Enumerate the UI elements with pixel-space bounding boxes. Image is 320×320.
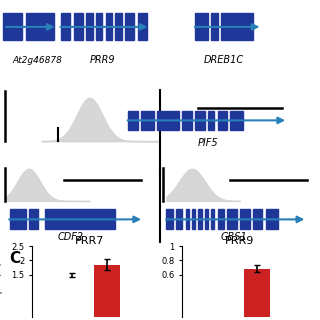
- Text: DREB1C: DREB1C: [204, 54, 244, 65]
- Bar: [211, 209, 214, 229]
- Bar: [94, 265, 120, 317]
- Bar: [253, 209, 262, 229]
- Bar: [227, 209, 237, 229]
- Bar: [230, 111, 243, 130]
- Bar: [192, 209, 195, 229]
- Bar: [195, 111, 205, 130]
- Bar: [205, 209, 208, 229]
- Bar: [26, 13, 54, 40]
- Bar: [244, 269, 270, 317]
- Bar: [182, 111, 192, 130]
- Bar: [218, 111, 227, 130]
- Bar: [115, 13, 122, 40]
- Bar: [208, 111, 214, 130]
- Text: C: C: [10, 251, 21, 266]
- Bar: [125, 13, 134, 40]
- Bar: [166, 209, 173, 229]
- Bar: [198, 209, 202, 229]
- Bar: [221, 13, 253, 40]
- Bar: [211, 13, 218, 40]
- Bar: [141, 111, 154, 130]
- Bar: [157, 111, 179, 130]
- Bar: [61, 13, 70, 40]
- Bar: [176, 209, 182, 229]
- Bar: [186, 209, 189, 229]
- Text: PRR9: PRR9: [90, 54, 115, 65]
- Bar: [106, 13, 112, 40]
- Bar: [74, 13, 83, 40]
- Text: At2g46878: At2g46878: [13, 55, 63, 65]
- Bar: [128, 111, 138, 130]
- Bar: [3, 13, 22, 40]
- Bar: [96, 13, 102, 40]
- Title: PRR9: PRR9: [225, 236, 255, 246]
- Bar: [29, 209, 38, 229]
- Bar: [218, 209, 224, 229]
- Bar: [10, 209, 26, 229]
- Title: PRR7: PRR7: [75, 236, 104, 246]
- Text: PIF5: PIF5: [198, 138, 218, 148]
- Text: GBS1: GBS1: [220, 232, 247, 242]
- Bar: [266, 209, 278, 229]
- Bar: [240, 209, 250, 229]
- Y-axis label: Input (%): Input (%): [0, 262, 3, 301]
- Bar: [86, 13, 93, 40]
- Bar: [138, 13, 147, 40]
- Bar: [195, 13, 208, 40]
- Text: CDF2: CDF2: [57, 232, 84, 242]
- Bar: [45, 209, 115, 229]
